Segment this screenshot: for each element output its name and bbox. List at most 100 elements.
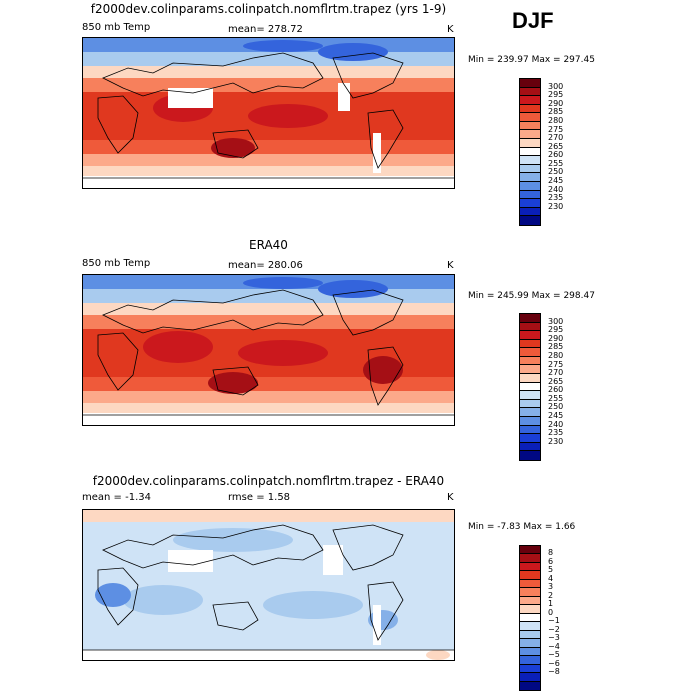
cold-siberia — [243, 277, 323, 289]
panel-3-map — [82, 509, 455, 661]
panel-3-stats: Min = -7.83 Max = 1.66 — [468, 522, 576, 532]
band-sp — [83, 176, 454, 188]
masked-rockies — [323, 545, 343, 575]
colorbar-tick-label: 285 — [548, 107, 564, 117]
band-60n — [83, 52, 454, 66]
colorbar-swatch — [520, 425, 540, 435]
colorbar-swatch — [520, 546, 540, 555]
panel-2-title: ERA40 — [249, 238, 288, 252]
panel-1-colorbar — [519, 78, 541, 226]
colorbar-tick-label: 260 — [548, 150, 564, 160]
cold-canada — [318, 280, 388, 298]
coast-australia — [212, 129, 259, 159]
anom-cold-africa — [95, 583, 131, 607]
colorbar-tick-label: 8 — [548, 548, 554, 558]
colorbar-swatch — [520, 374, 540, 383]
colorbar-swatch — [520, 399, 540, 409]
coast-eurasia — [102, 52, 324, 97]
band-45s — [83, 154, 454, 166]
colorbar-tick-label: −2 — [548, 624, 560, 634]
colorbar-swatch — [520, 596, 540, 606]
coast-australia — [212, 601, 259, 631]
colorbar-tick-label: 240 — [548, 184, 564, 194]
colorbar-swatch — [520, 434, 540, 443]
colorbar-swatch — [520, 216, 540, 225]
band-45s — [83, 391, 454, 403]
colorbar-tick-label: 250 — [548, 402, 564, 412]
colorbar-tick-label: 240 — [548, 419, 564, 429]
coast-south-america — [367, 346, 404, 406]
colorbar-swatch — [520, 104, 540, 114]
coast-australia — [212, 366, 259, 396]
colorbar-swatch — [520, 164, 540, 174]
anom-antarctic — [83, 650, 454, 660]
colorbar-swatch — [520, 664, 540, 674]
colorbar-swatch — [520, 207, 540, 217]
colorbar-swatch — [520, 113, 540, 122]
colorbar-swatch — [520, 630, 540, 640]
anom-cool-indian — [123, 585, 203, 615]
panel-2-left-label: 850 mb Temp — [82, 258, 151, 269]
colorbar-swatch — [520, 451, 540, 460]
cold-siberia — [243, 40, 323, 52]
colorbar-swatch — [520, 365, 540, 375]
band-60s — [83, 166, 454, 176]
panel-1-map — [82, 37, 455, 189]
colorbar-swatch — [520, 382, 540, 392]
colorbar-tick-label: 4 — [548, 573, 554, 583]
colorbar-swatch — [520, 408, 540, 417]
colorbar-swatch — [520, 562, 540, 572]
anom-cold-south-america — [368, 610, 398, 630]
cold-canada — [318, 43, 388, 61]
colorbar-tick-label: 3 — [548, 582, 554, 592]
masked-tibet — [168, 88, 213, 108]
panel-2-units: K — [447, 260, 454, 271]
colorbar-tick-label: 0 — [548, 607, 554, 617]
masked-andes — [373, 605, 381, 645]
panel-3-colorbar-ticks: 8 6 5 4 3 2 1 0 −1 −2 −3 −4 −5 −6 −8 — [548, 545, 588, 691]
band-30s — [83, 140, 454, 154]
colorbar-tick-label: −3 — [548, 633, 560, 643]
band-sp — [83, 413, 454, 425]
colorbar-swatch — [520, 571, 540, 580]
coast-south-america — [367, 581, 404, 641]
colorbar-tick-label: 230 — [548, 436, 564, 446]
band-30n — [83, 315, 454, 329]
coast-africa — [97, 332, 139, 391]
colorbar-tick-label: 245 — [548, 176, 564, 186]
panel-1-colorbar-ticks: 300 295 290 285 280 275 270 265 260 255 250 245 240 2… — [548, 78, 588, 226]
colorbar-swatch — [520, 681, 540, 690]
colorbar-swatch — [520, 639, 540, 648]
warm-south-america — [363, 356, 403, 384]
colorbar-tick-label: 250 — [548, 167, 564, 177]
colorbar-swatch — [520, 348, 540, 357]
colorbar-swatch — [520, 647, 540, 657]
colorbar-swatch — [520, 173, 540, 182]
colorbar-tick-label: 290 — [548, 98, 564, 108]
colorbar-swatch — [520, 613, 540, 623]
colorbar-swatch — [520, 673, 540, 682]
colorbar-tick-label: −6 — [548, 658, 560, 668]
colorbar-tick-label: 245 — [548, 411, 564, 421]
colorbar-swatch — [520, 356, 540, 366]
colorbar-tick-label: 230 — [548, 201, 564, 211]
coastlines — [83, 524, 454, 651]
panel-3-colorbar — [519, 545, 541, 691]
panel-2-colorbar — [519, 313, 541, 461]
colorbar-swatch — [520, 96, 540, 105]
panel-1-stats: Min = 239.97 Max = 297.45 — [468, 55, 595, 65]
colorbar-tick-label: 300 — [548, 316, 564, 326]
panel-1-title: f2000dev.colinparams.colinpatch.nomflrtm… — [90, 2, 447, 16]
colorbar-tick-label: 275 — [548, 359, 564, 369]
panel-2-center-label: mean= 280.06 — [228, 260, 303, 271]
panel-2-map — [82, 274, 455, 426]
coast-north-america — [332, 52, 404, 99]
colorbar-tick-label: 235 — [548, 428, 564, 438]
colorbar-swatch — [520, 391, 540, 400]
colorbar-tick-label: −5 — [548, 650, 560, 660]
colorbar-tick-label: −4 — [548, 641, 560, 651]
colorbar-swatch — [520, 199, 540, 208]
warm-pool-pacific — [248, 104, 328, 128]
coast-north-america — [332, 524, 404, 571]
panel-3-center-label: rmse = 1.58 — [228, 492, 291, 503]
